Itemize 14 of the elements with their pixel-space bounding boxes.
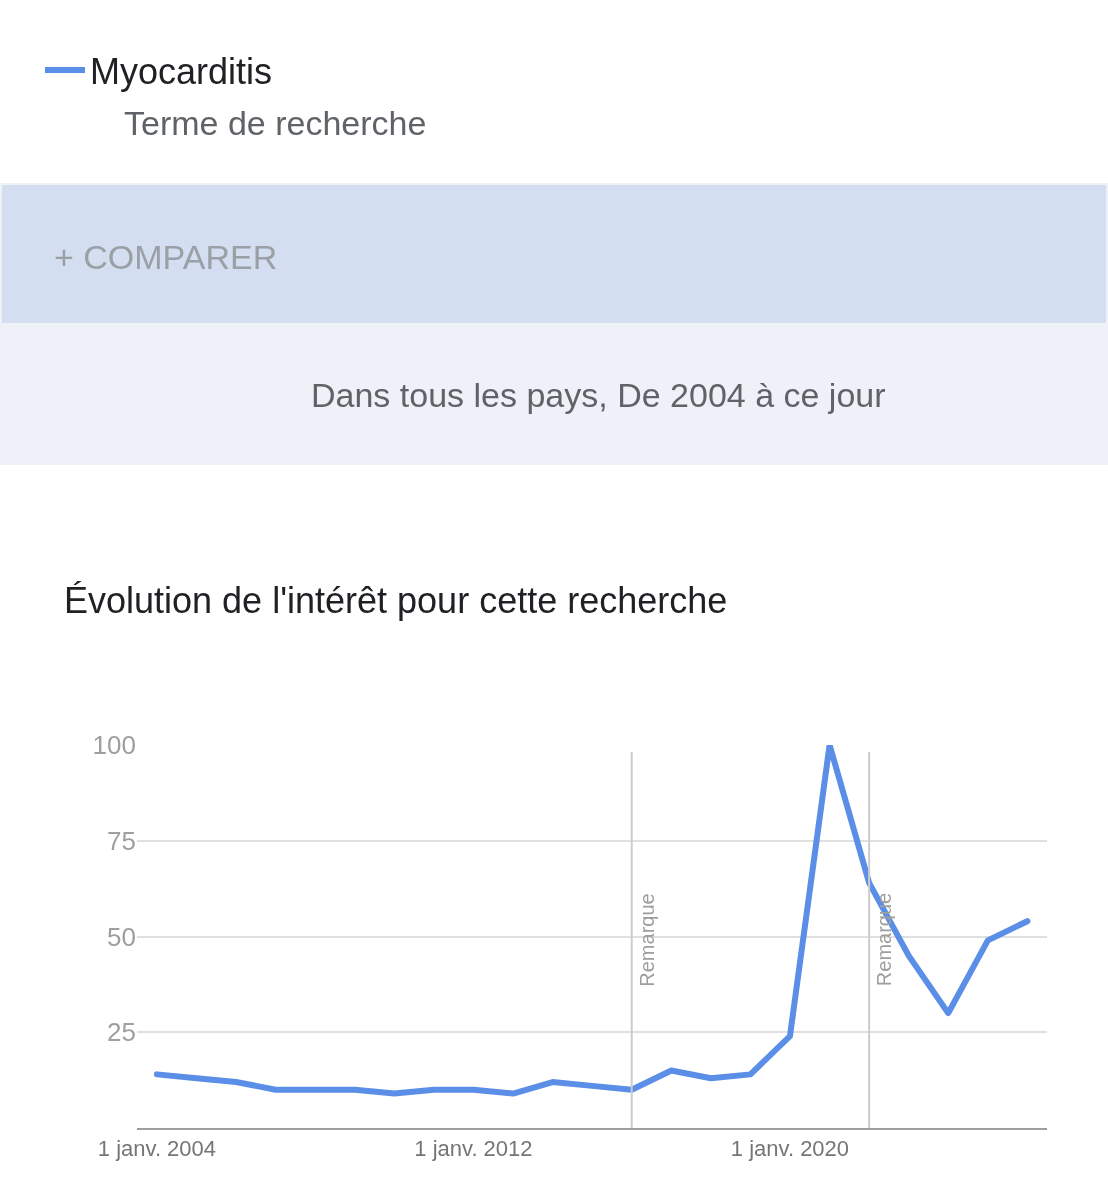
y-tick-label: 75 [107,825,136,856]
chart-title: Évolution de l'intérêt pour cette recherche [64,580,728,621]
x-tick-label: 1 janv. 2004 [97,1136,217,1162]
x-tick-label: 1 janv. 2020 [730,1136,850,1162]
y-tick-label: 50 [107,921,136,952]
ref-line-label: Remarque [873,892,896,987]
x-tick-label: 1 janv. 2012 [414,1136,533,1162]
text: Dans tous les pays, De 2004 à ce jour [311,376,886,414]
chart-subtitle: Terme de recherche [124,104,427,142]
y-tick-label: 25 [107,1017,136,1048]
legend-label: Myocarditis [90,50,273,92]
text: + COMPARER [54,238,278,276]
y-tick-label: 100 [92,730,136,761]
ref-line-label: Remarque [635,893,658,987]
